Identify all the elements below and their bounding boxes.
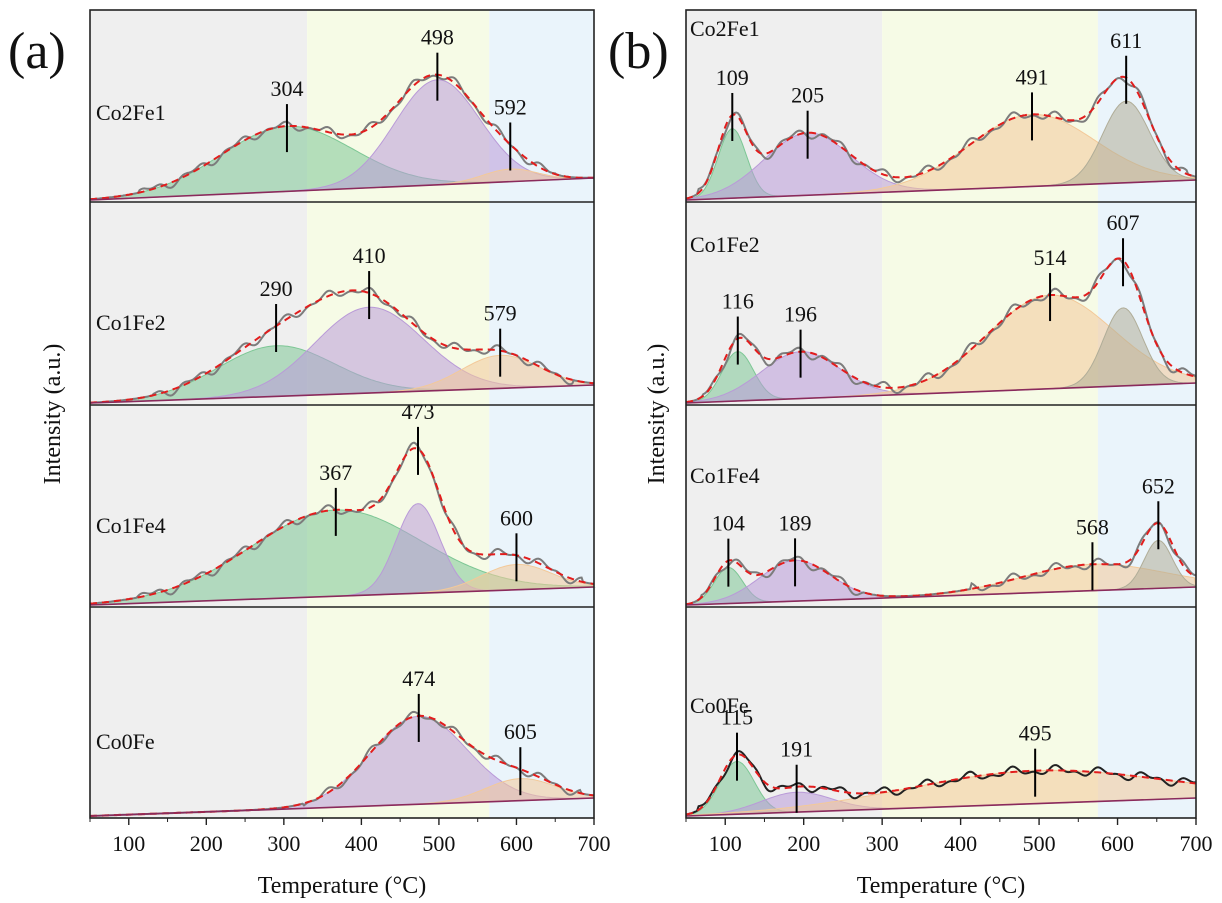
peak-label-514: 514 [1034,245,1067,270]
x-tick-label: 700 [578,831,611,856]
sample-co0fe: 115 191 495 Co0Fe [685,693,1197,817]
peak-label-104: 104 [712,511,745,536]
x-tick-label: 400 [345,831,378,856]
measured-curve [89,441,595,605]
plot-frame [685,9,1197,819]
sample-label: Co1Fe4 [96,513,166,538]
x-tick-label: 200 [190,831,223,856]
x-tick-label: 300 [866,831,899,856]
peak-label-579: 579 [484,301,517,326]
baseline [685,586,1197,606]
x-tick-label: 500 [1023,831,1056,856]
peak-label-568: 568 [1076,514,1109,539]
sample-label: Co1Fe4 [690,463,760,488]
fit-curve [89,73,594,201]
x-tick-label: 500 [422,831,455,856]
baseline [89,797,595,817]
peak-label-605: 605 [504,719,537,744]
sample-label: Co2Fe1 [96,100,166,125]
peak-label-410: 410 [353,243,386,268]
x-axis-label: Temperature (°C) [258,873,427,899]
peak-label-196: 196 [784,302,817,327]
sample-co2fe1: 109 205 491 611 Co2Fe1 [685,16,1198,201]
sample-label: Co1Fe2 [96,310,166,335]
peak-label-495: 495 [1019,721,1052,746]
peak-label-205: 205 [791,83,824,108]
x-axis-label: Temperature (°C) [857,873,1026,899]
fit-curve [89,447,595,605]
peak-label-491: 491 [1016,64,1049,89]
peak-label-115: 115 [721,705,753,730]
baseline [89,384,595,404]
baseline [685,797,1197,817]
x-tick-label: 200 [787,831,820,856]
baseline [89,586,595,606]
peak-label-304: 304 [270,76,303,101]
plot-frame [89,9,595,819]
panel-letter-a: (a) [8,23,66,80]
y-axis-label: Intensity (a.u.) [40,344,66,485]
fit-curve [685,522,1197,606]
panel-a-chart: 304 498 592 Co2Fe1 290 410 579 Co1Fe2 367 473 600 C… [40,9,611,899]
sample-co1fe2: 116 196 514 607 Co1Fe2 [685,210,1197,404]
baseline [89,177,595,201]
sample-label: Co0Fe [96,729,155,754]
peak-label-652: 652 [1142,473,1175,498]
sample-label: Co0Fe [690,693,749,718]
peak-label-600: 600 [500,505,533,530]
peak-label-116: 116 [722,289,754,314]
sample-co1fe4: 104 189 568 652 Co1Fe4 [685,463,1198,606]
sample-co1fe2: 290 410 579 Co1Fe2 [89,243,596,404]
panel-letter-b: (b) [608,23,669,80]
peak-label-367: 367 [319,460,352,485]
x-tick-label: 300 [267,831,300,856]
x-tick-label: 700 [1180,831,1213,856]
peak-label-611: 611 [1110,28,1142,53]
fit-curve [685,753,1197,816]
x-tick-label: 600 [1101,831,1134,856]
baseline [685,382,1197,404]
peak-label-498: 498 [421,25,454,50]
peak-label-592: 592 [494,94,527,119]
sample-label: Co2Fe1 [690,16,760,41]
peak-label-473: 473 [401,399,434,424]
peak-label-191: 191 [780,737,813,762]
x-tick-label: 600 [500,831,533,856]
x-tick-label: 100 [112,831,145,856]
fit-curve [89,289,595,404]
temperature-region-2 [489,10,594,818]
x-tick-label: 100 [709,831,742,856]
fit-curve [685,75,1197,200]
peak-label-189: 189 [779,510,812,535]
y-axis-label: Intensity (a.u.) [644,344,670,485]
sample-co1fe4: 367 473 600 Co1Fe4 [89,399,596,606]
x-tick-label: 400 [944,831,977,856]
baseline [685,179,1197,201]
peak-label-474: 474 [402,666,435,691]
measured-curve [89,286,595,404]
peak-label-607: 607 [1107,210,1140,235]
peak-label-290: 290 [260,276,293,301]
sample-co2fe1: 304 498 592 Co2Fe1 [89,25,595,201]
sample-label: Co1Fe2 [690,232,760,257]
peak-label-109: 109 [716,65,749,90]
sample-co0fe: 474 605 Co0Fe [89,666,595,817]
measured-curve [685,76,1197,200]
